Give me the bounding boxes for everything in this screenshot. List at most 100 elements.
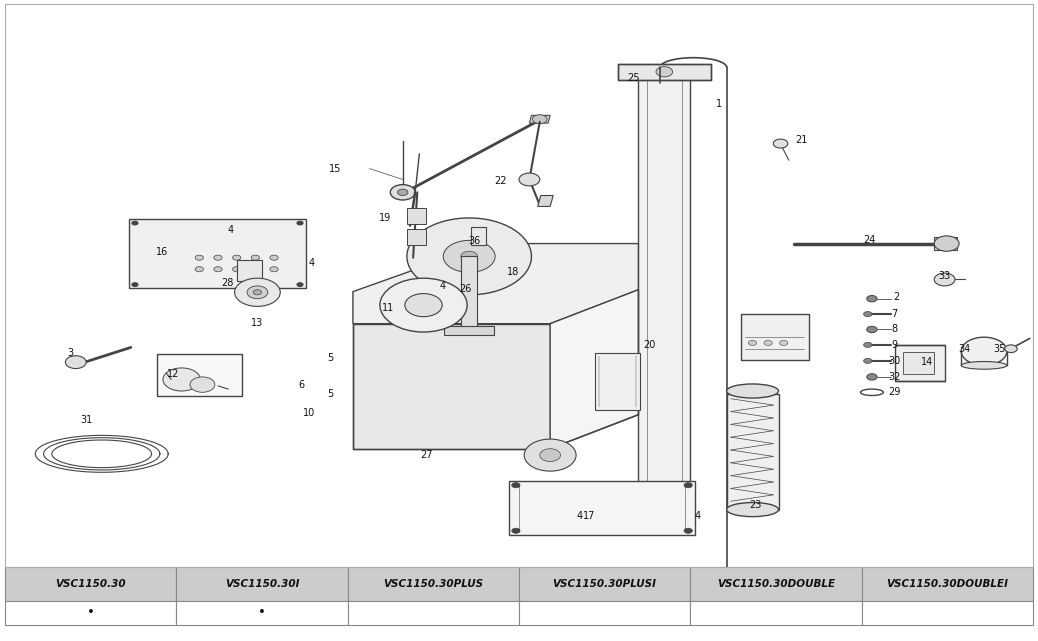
Circle shape: [407, 218, 531, 295]
Text: 26: 26: [459, 284, 471, 294]
Circle shape: [780, 340, 788, 345]
Circle shape: [235, 278, 280, 306]
Circle shape: [247, 286, 268, 299]
Text: 4: 4: [439, 281, 445, 291]
Text: 28: 28: [221, 278, 234, 288]
Polygon shape: [618, 64, 711, 80]
Text: 7: 7: [892, 309, 898, 319]
Bar: [471, 227, 486, 245]
Text: 17: 17: [583, 511, 596, 521]
Text: 19: 19: [379, 213, 391, 223]
Text: 10: 10: [303, 408, 316, 419]
Circle shape: [961, 337, 1007, 365]
Circle shape: [867, 326, 877, 333]
Polygon shape: [353, 244, 638, 324]
Bar: [176, 567, 348, 601]
Text: VSC1150.30: VSC1150.30: [55, 579, 127, 589]
Circle shape: [867, 296, 877, 302]
Circle shape: [519, 173, 540, 186]
Text: 11: 11: [382, 303, 394, 313]
Polygon shape: [461, 256, 477, 327]
Text: 25: 25: [627, 73, 639, 83]
Text: 6: 6: [298, 379, 304, 390]
Circle shape: [934, 273, 955, 286]
Circle shape: [195, 267, 203, 272]
Bar: [237, 260, 262, 281]
Circle shape: [1005, 345, 1017, 353]
Text: VSC1150.30I: VSC1150.30I: [225, 579, 299, 589]
Circle shape: [163, 368, 200, 391]
Text: 20: 20: [644, 340, 656, 350]
Text: 33: 33: [938, 271, 951, 281]
Circle shape: [190, 377, 215, 392]
Text: 21: 21: [795, 135, 808, 145]
Text: 8: 8: [892, 324, 898, 335]
Bar: [903, 352, 934, 374]
Circle shape: [540, 449, 561, 462]
Bar: [862, 601, 1033, 625]
Circle shape: [764, 340, 772, 345]
Bar: [5, 4, 1033, 567]
Circle shape: [65, 356, 86, 369]
Bar: [862, 567, 1033, 601]
Bar: [157, 354, 242, 396]
Circle shape: [253, 290, 262, 295]
Ellipse shape: [727, 384, 778, 398]
Circle shape: [461, 251, 477, 262]
Ellipse shape: [727, 503, 778, 517]
Polygon shape: [353, 324, 550, 449]
Bar: [741, 314, 809, 360]
Text: VSC1150.30DOUBLEI: VSC1150.30DOUBLEI: [886, 579, 1008, 589]
Bar: [348, 601, 519, 625]
Ellipse shape: [961, 362, 1007, 369]
Text: 31: 31: [80, 415, 92, 425]
Polygon shape: [444, 326, 494, 335]
Circle shape: [132, 221, 138, 225]
Text: 30: 30: [889, 356, 901, 366]
Circle shape: [524, 439, 576, 471]
Circle shape: [270, 255, 278, 260]
Circle shape: [934, 236, 959, 251]
Bar: [690, 567, 862, 601]
Polygon shape: [550, 290, 638, 449]
Bar: [638, 67, 690, 529]
Text: 4: 4: [694, 511, 701, 521]
Text: 35: 35: [993, 344, 1006, 354]
Circle shape: [512, 528, 520, 533]
Text: 12: 12: [167, 369, 180, 379]
Bar: [176, 601, 348, 625]
Text: VSC1150.30PLUS: VSC1150.30PLUS: [383, 579, 484, 589]
Text: •: •: [87, 606, 94, 619]
Circle shape: [684, 483, 692, 488]
Circle shape: [270, 267, 278, 272]
Circle shape: [443, 240, 495, 272]
Text: •: •: [258, 606, 266, 619]
Polygon shape: [529, 115, 550, 123]
Bar: [348, 567, 519, 601]
Circle shape: [864, 358, 872, 363]
Circle shape: [251, 255, 260, 260]
Circle shape: [398, 189, 408, 196]
Circle shape: [251, 267, 260, 272]
Text: 3: 3: [67, 348, 74, 358]
Bar: [727, 394, 778, 510]
Circle shape: [864, 312, 872, 317]
Text: 2: 2: [894, 292, 900, 303]
Text: 14: 14: [921, 357, 933, 367]
Circle shape: [214, 267, 222, 272]
Circle shape: [132, 283, 138, 287]
Text: 4: 4: [308, 258, 315, 268]
Text: 5: 5: [327, 353, 333, 363]
Text: 1: 1: [716, 99, 722, 109]
Bar: [5, 567, 176, 601]
Circle shape: [656, 67, 673, 77]
Text: 16: 16: [156, 247, 168, 257]
Text: 13: 13: [251, 318, 264, 328]
Text: 18: 18: [507, 267, 519, 278]
Bar: [509, 481, 695, 535]
Text: 4: 4: [227, 225, 234, 235]
Text: 9: 9: [892, 340, 898, 350]
Text: VSC1150.30PLUSI: VSC1150.30PLUSI: [552, 579, 657, 589]
Circle shape: [233, 255, 241, 260]
Circle shape: [773, 139, 788, 148]
